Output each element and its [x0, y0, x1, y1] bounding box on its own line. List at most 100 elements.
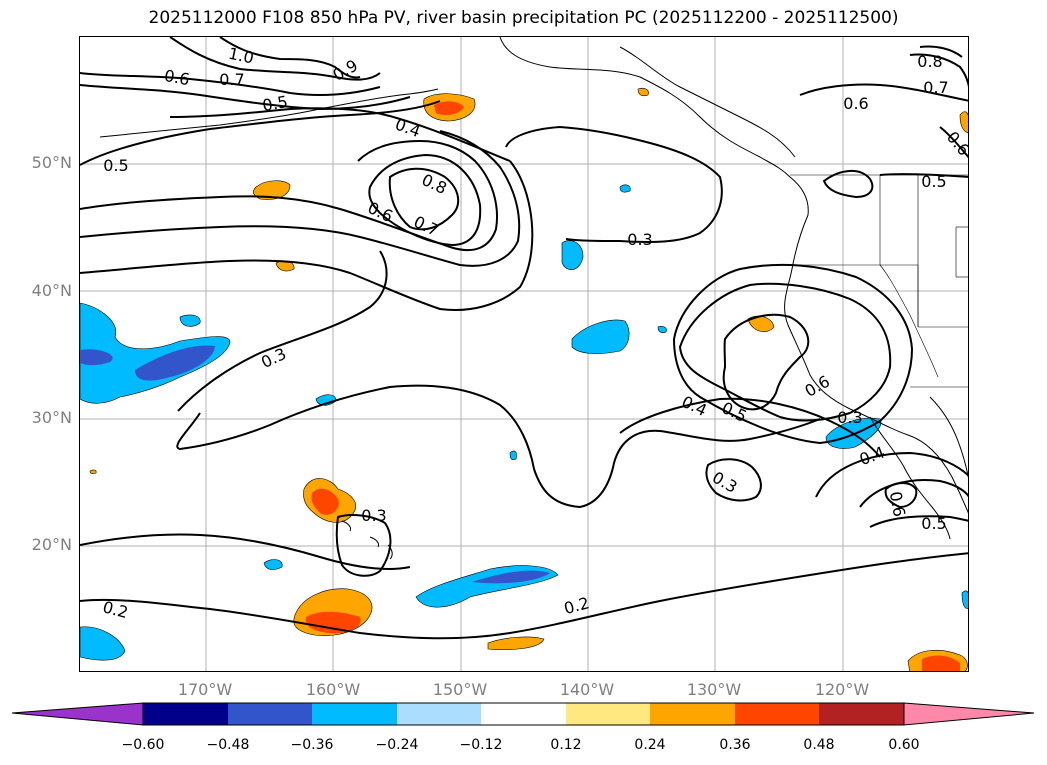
contour-label: 0.9 [329, 56, 361, 85]
colorbar-tick-label: 0.12 [550, 737, 582, 753]
contour-0.9 [169, 37, 381, 81]
contour-0.6-closed [80, 139, 498, 252]
colorbar [0, 700, 1047, 734]
contour-0.5-ne-right [879, 173, 968, 178]
precip-blob-tiny4 [619, 184, 631, 193]
contour-label: 0.5 [921, 514, 946, 533]
coast-alaska [499, 37, 968, 514]
colorbar-segment [481, 703, 566, 725]
contour-0.5-north [80, 100, 441, 166]
precip-blob-sw [80, 626, 126, 661]
coastlines [99, 37, 968, 560]
contour-0.7 [80, 72, 381, 96]
colorbar-segment [312, 703, 397, 725]
colorbar-segment [397, 703, 481, 725]
contour-label: 0.6 [163, 66, 191, 89]
colorbar-extend-left [11, 702, 144, 726]
precip-blob-west-mid [80, 345, 215, 381]
contour-1.0 [219, 37, 361, 79]
precip-blob-tiny-orange2 [89, 469, 97, 474]
contour-label: 0.3 [627, 230, 652, 249]
coast-aleutians [99, 88, 439, 138]
contour-0.2-west [80, 533, 411, 570]
lon-label-140w: 140°W [559, 680, 615, 699]
precip-blob-tiny3 [263, 559, 283, 570]
lat-label-20n: 20°N [31, 535, 72, 554]
precip-blob-tiny5 [509, 450, 517, 461]
precip-positive-shading [89, 87, 968, 671]
precip-blob-north-red [434, 101, 464, 115]
contour-label: 0.3 [837, 408, 862, 427]
colorbar-svg [11, 702, 1035, 726]
precip-blob-south-orange2 [487, 636, 545, 650]
precip-blob-tiny1 [179, 314, 201, 327]
map-panel: 1.0 0.9 0.6 0.7 0.5 0.4 0.5 0.8 0.6 0.7 … [79, 36, 969, 672]
lon-label-120w: 120°W [814, 680, 870, 699]
contour-label: 0.7 [923, 78, 948, 97]
coast-hawaii [341, 520, 393, 560]
colorbar-frame [142, 702, 905, 726]
lon-label-170w: 170°W [177, 680, 233, 699]
precip-blob-tiny6 [657, 325, 667, 334]
colorbar-tick-label: 0.36 [719, 737, 751, 753]
contour-0.6-north [80, 84, 411, 111]
contour-0.6-se [884, 482, 918, 509]
contour-label: 0.3 [709, 468, 741, 497]
contour-0.8-ne [919, 45, 963, 58]
contour-0.4-se [815, 451, 968, 498]
colorbar-tick-label: 0.24 [634, 737, 666, 753]
contour-label: 0.4 [393, 115, 423, 142]
contour-0.3-pacific [505, 125, 723, 244]
contour-0.2-north [80, 552, 968, 640]
colorbar-tick-label: −0.48 [206, 737, 250, 753]
precip-blob-hawaii-red [311, 488, 339, 515]
contour-0.7-ne-right [939, 126, 968, 159]
colorbar-tick-label: 0.48 [803, 737, 835, 753]
contour-0.3-hawaii [335, 514, 392, 577]
contour-0.6-east [722, 313, 810, 411]
precip-blob-se-red [922, 655, 960, 671]
contour-0.3-main [176, 384, 821, 509]
coast-baja [869, 416, 951, 540]
contour-0.8-closed [388, 167, 460, 231]
colorbar-tick-label: −0.12 [459, 737, 503, 753]
colorbar-tick-label: −0.36 [290, 737, 334, 753]
colorbar-segment [143, 703, 228, 725]
contour-0.3-east [619, 397, 881, 458]
lon-label-150w: 150°W [432, 680, 488, 699]
pv-contours [80, 37, 968, 640]
precip-blob-center [571, 319, 630, 354]
contour-label: 0.5 [921, 172, 946, 191]
contour-0.4-north [169, 107, 511, 162]
contour-label: 0.3 [258, 344, 289, 372]
contour-0.4-east [672, 263, 914, 445]
contour-label: 0.3 [361, 506, 386, 525]
colorbar-extend-right [903, 702, 1035, 726]
contour-0.5-se-lower [869, 515, 968, 528]
contour-0.7-ne [909, 53, 968, 88]
contour-label: 0.6 [886, 490, 909, 518]
precip-blob-ne-orange [959, 111, 968, 134]
contour-0.5-ne [822, 170, 874, 199]
precip-blob-south-red [305, 611, 361, 634]
colorbar-segment [566, 703, 650, 725]
precip-blob-east-edge [961, 590, 968, 609]
map-title: 2025112000 F108 850 hPa PV, river basin … [148, 8, 899, 28]
contour-label: 0.2 [562, 593, 592, 618]
precip-negative-shading [80, 184, 968, 661]
precip-blob-small1 [561, 240, 584, 270]
lon-label-160w: 160°W [305, 680, 361, 699]
contour-label: 0.6 [843, 94, 868, 113]
lat-label-50n: 50°N [31, 153, 72, 172]
colorbar-tick-label: −0.24 [375, 737, 419, 753]
contour-label: 0.5 [103, 156, 128, 175]
contour-label: 0.5 [261, 92, 289, 115]
contour-label: 1.0 [227, 44, 256, 68]
contour-0.3-closed-small [705, 458, 762, 502]
contour-0.5-east [678, 282, 892, 422]
lat-label-40n: 40°N [31, 281, 72, 300]
contour-0.4-main [80, 160, 534, 311]
precip-blob-south-mid [472, 570, 550, 584]
lon-label-130w: 130°W [686, 680, 742, 699]
colorbar-tick-label: 0.60 [888, 737, 920, 753]
